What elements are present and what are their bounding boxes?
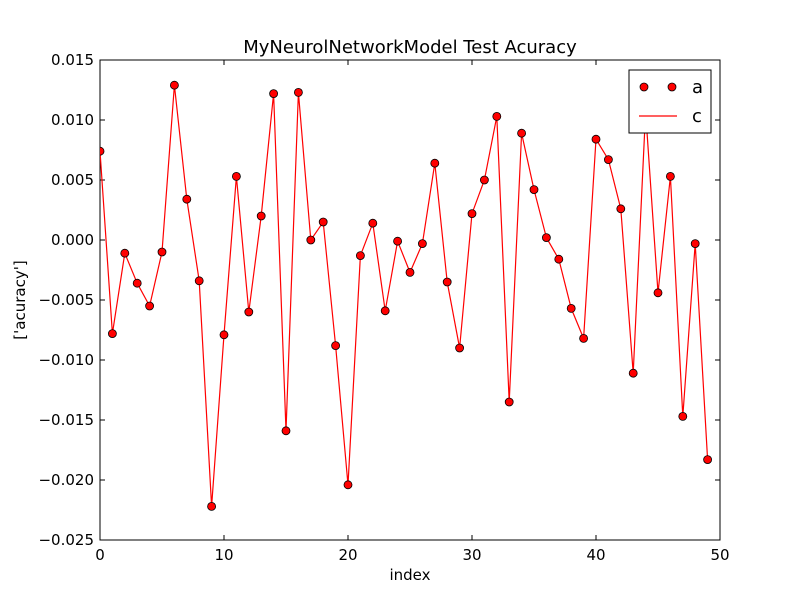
data-point [120, 248, 130, 258]
data-point [616, 204, 626, 214]
data-point [380, 306, 390, 316]
data-point [100, 146, 105, 156]
data-point [690, 239, 700, 249]
data-point [430, 158, 440, 168]
data-point [604, 155, 613, 165]
data-point [256, 211, 266, 221]
data-point [293, 88, 303, 97]
data-point [355, 251, 365, 261]
data-point [529, 185, 539, 195]
data-point [182, 194, 192, 204]
y-tick-label: 0.005 [51, 171, 94, 189]
data-point [331, 341, 341, 351]
data-point [653, 288, 663, 298]
data-point [417, 239, 427, 249]
data-point [517, 128, 526, 138]
y-tick-label: −0.005 [38, 291, 94, 309]
x-tick-label: 50 [710, 546, 729, 564]
data-point [343, 480, 353, 490]
data-point [628, 368, 638, 378]
data-point [467, 209, 477, 219]
y-tick-label: −0.025 [38, 531, 94, 549]
data-point [269, 89, 279, 98]
y-tick-label: 0.010 [51, 111, 94, 129]
data-point [306, 235, 316, 245]
x-tick-label: 0 [95, 546, 105, 564]
data-point [542, 233, 551, 243]
data-point [666, 171, 675, 181]
data-point [132, 278, 142, 288]
data-point [492, 112, 502, 121]
data-point [194, 276, 204, 286]
data-point [703, 455, 712, 465]
data-point [368, 218, 378, 228]
data-point [157, 247, 167, 257]
data-point [479, 175, 489, 185]
data-point [207, 501, 217, 511]
x-tick-label: 40 [586, 546, 605, 564]
x-tick-label: 10 [214, 546, 233, 564]
y-tick-label: −0.015 [38, 411, 94, 429]
y-tick-label: −0.010 [38, 351, 94, 369]
data-point [145, 301, 155, 311]
data-point [281, 426, 291, 436]
data-point [554, 254, 564, 264]
y-axis-label: ['acuracy'] [11, 260, 29, 339]
chart-title: MyNeurolNetworkModel Test Acuracy [243, 37, 577, 58]
data-point [219, 330, 229, 340]
data-point [244, 307, 254, 317]
x-axis-label: index [389, 566, 430, 584]
series-markers-a [100, 80, 712, 511]
data-point [318, 217, 328, 227]
legend-label-c: c [692, 106, 702, 127]
y-tick-label: 0.000 [51, 231, 94, 249]
x-tick-label: 30 [462, 546, 481, 564]
data-point [504, 397, 514, 407]
legend-marker-a [639, 82, 649, 92]
y-tick-label: −0.020 [38, 471, 94, 489]
data-point [579, 333, 588, 343]
legend-label-a: a [692, 77, 703, 98]
data-point [405, 267, 415, 277]
x-tick-label: 20 [338, 546, 357, 564]
data-point [169, 80, 179, 90]
legend-marker-a [667, 82, 677, 92]
legend: ac [628, 69, 712, 134]
data-point [455, 343, 465, 353]
data-point [678, 411, 688, 421]
legend-box [628, 69, 712, 134]
y-tick-label: 0.015 [51, 51, 94, 69]
data-point [591, 134, 601, 144]
data-point [442, 277, 452, 287]
data-point [108, 329, 117, 339]
axes-frame [99, 59, 721, 541]
data-point [231, 171, 241, 181]
data-point [566, 303, 576, 313]
plot-area: 0 10 20 30 40 50 −0.025 −0.020 −0.015 −0.010 −0.00… [38, 51, 729, 564]
data-point [393, 236, 403, 246]
